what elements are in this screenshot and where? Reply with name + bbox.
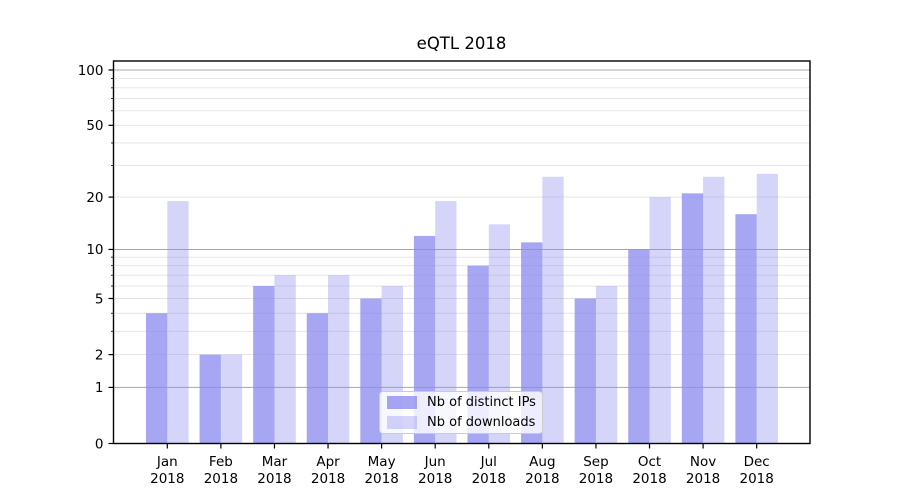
legend-label-downloads: Nb of downloads [427,415,536,430]
bar-downloads [220,354,243,444]
x-tick-label-month: Jan [156,454,178,470]
y-tick-label: 1 [95,380,104,396]
x-tick-label-year: 2018 [257,471,291,487]
x-tick-label-month: Mar [262,454,288,470]
bar-distinct-ips [628,249,650,444]
x-tick-label-month: Apr [316,454,340,470]
y-tick-label: 0 [95,436,104,452]
bar-downloads [756,173,778,444]
x-tick-label-year: 2018 [686,471,720,487]
bar-downloads [703,176,725,444]
y-tick-label: 50 [86,118,103,134]
x-tick-label-month: Jul [480,454,497,470]
legend-swatch-distinct-ips [387,396,417,409]
y-tick-label: 5 [95,291,104,307]
y-tick-label: 20 [86,190,103,206]
bar-distinct-ips [360,298,382,444]
y-tick-label: 2 [95,347,104,363]
y-tick-label: 100 [78,63,104,79]
bar-distinct-ips [681,193,704,444]
x-tick-label-month: Oct [638,454,661,470]
chart-legend: Nb of distinct IPs Nb of downloads [379,391,543,434]
bar-downloads [595,286,618,444]
bar-downloads [328,275,350,444]
plot-border [112,60,811,445]
bar-downloads [488,224,511,444]
bar-distinct-ips [146,313,168,444]
x-tick-label-month: Jun [424,454,446,470]
x-tick-label-year: 2018 [632,471,666,487]
x-tick-label-month: Feb [209,454,233,470]
bar-downloads [167,201,189,444]
y-tick-label: 10 [86,242,103,258]
bar-distinct-ips [735,214,757,444]
legend-label-distinct-ips: Nb of distinct IPs [427,395,536,410]
bar-downloads [435,201,457,444]
x-tick-label-month: Aug [529,454,555,470]
x-tick-label-year: 2018 [525,471,559,487]
bar-distinct-ips [574,298,596,444]
legend-item-distinct-ips: Nb of distinct IPs [387,395,542,410]
x-tick-label-year: 2018 [740,471,774,487]
x-tick-label-month: May [368,454,396,470]
legend-item-downloads: Nb of downloads [387,415,542,430]
x-tick-label-month: Dec [744,454,770,470]
x-tick-label-year: 2018 [204,471,238,487]
x-tick-label-year: 2018 [311,471,345,487]
bar-downloads [649,197,671,444]
legend-swatch-downloads [387,416,417,429]
x-tick-label-year: 2018 [364,471,398,487]
bar-distinct-ips [306,313,329,444]
x-tick-label-year: 2018 [418,471,452,487]
x-tick-label-month: Sep [583,454,608,470]
chart-title: eQTL 2018 [416,34,507,53]
x-tick-label-month: Nov [690,454,716,470]
bar-distinct-ips [199,354,221,444]
bar-downloads [274,275,296,444]
bar-downloads [542,176,564,444]
x-tick-label-year: 2018 [150,471,184,487]
x-tick-label-year: 2018 [472,471,506,487]
bar-distinct-ips [253,286,275,444]
x-tick-label-year: 2018 [579,471,613,487]
